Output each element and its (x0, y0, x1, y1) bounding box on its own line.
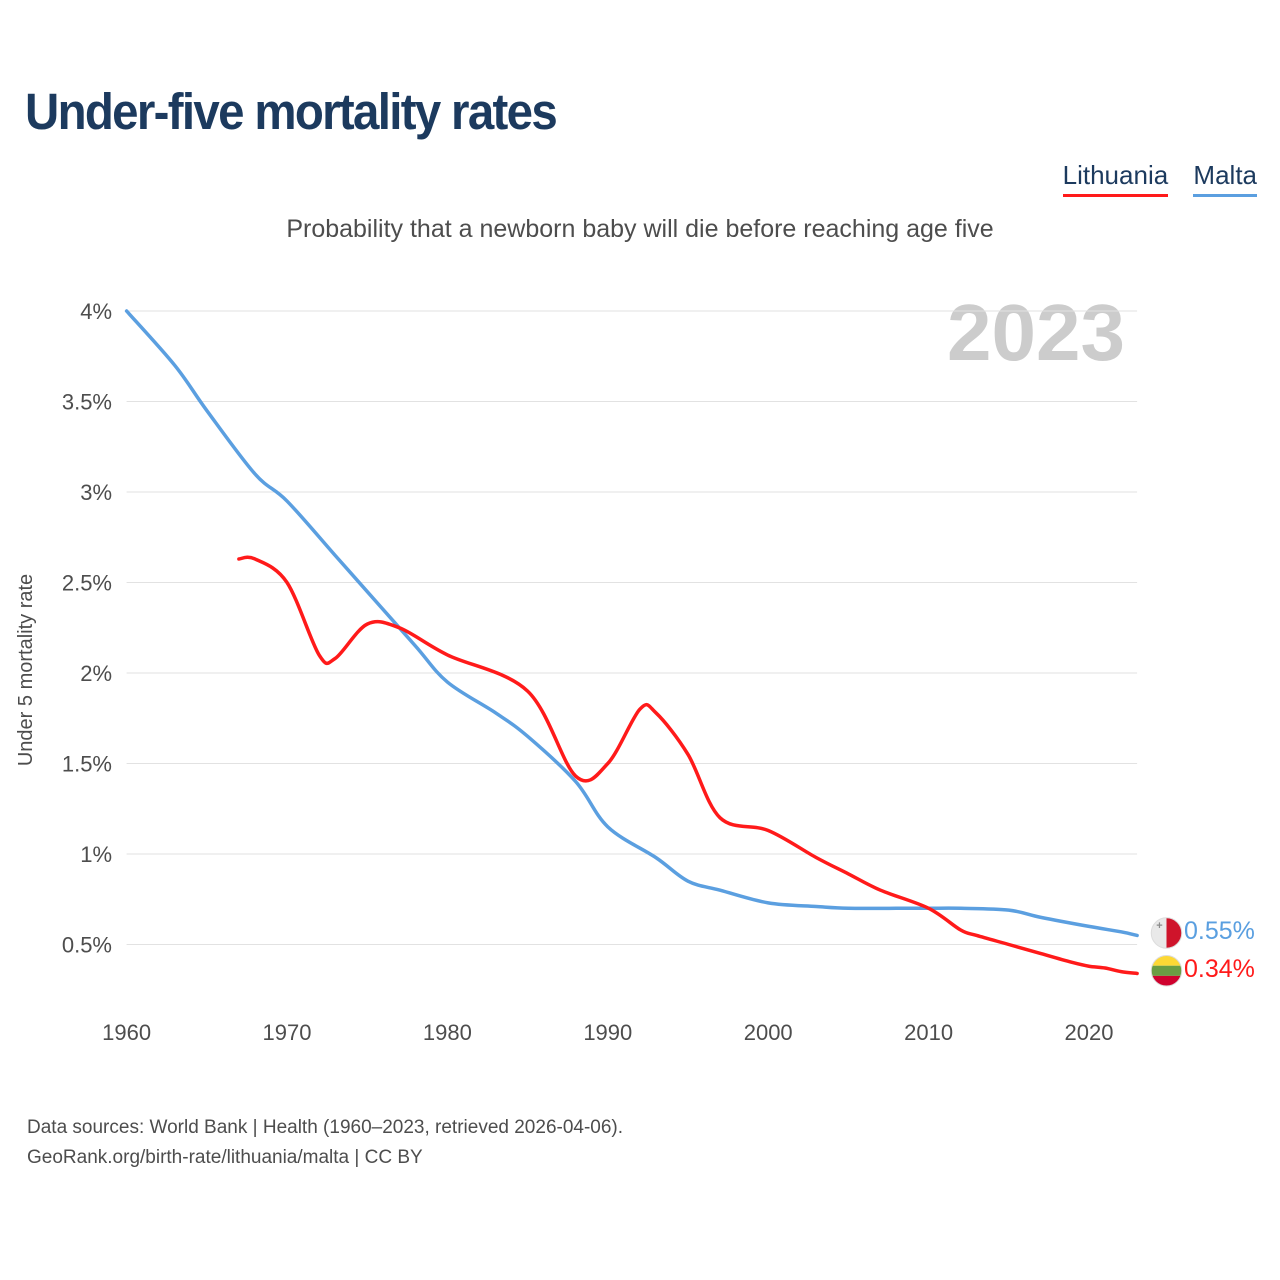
svg-text:3%: 3% (80, 480, 112, 505)
svg-text:0.34%: 0.34% (1184, 955, 1255, 983)
svg-text:3.5%: 3.5% (62, 390, 112, 415)
svg-text:2%: 2% (80, 661, 112, 686)
svg-text:1980: 1980 (423, 1020, 472, 1045)
svg-text:0.5%: 0.5% (62, 933, 112, 958)
svg-text:1960: 1960 (102, 1020, 151, 1045)
svg-text:Under 5 mortality rate: Under 5 mortality rate (15, 574, 37, 766)
svg-text:2020: 2020 (1065, 1020, 1114, 1045)
svg-text:1.5%: 1.5% (62, 752, 112, 777)
svg-text:+: + (1156, 920, 1162, 932)
svg-text:2023: 2023 (947, 288, 1125, 377)
svg-text:2000: 2000 (744, 1020, 793, 1045)
svg-text:1%: 1% (80, 842, 112, 867)
svg-text:4%: 4% (80, 299, 112, 324)
svg-text:2.5%: 2.5% (62, 571, 112, 596)
svg-text:1990: 1990 (583, 1020, 632, 1045)
svg-text:1970: 1970 (263, 1020, 312, 1045)
svg-text:0.55%: 0.55% (1184, 917, 1255, 945)
svg-text:2010: 2010 (904, 1020, 953, 1045)
